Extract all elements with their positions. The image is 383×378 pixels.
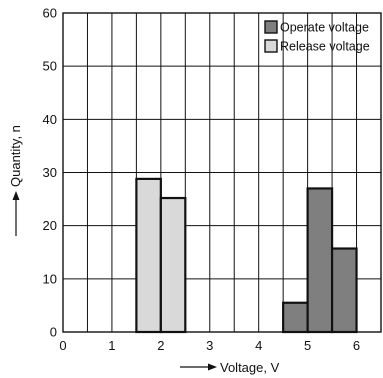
legend-swatch-operate xyxy=(264,20,278,34)
y-axis-arrow-head xyxy=(12,191,20,200)
y-tick-label: 30 xyxy=(43,165,57,180)
y-axis-title-group: Quantity, n xyxy=(8,125,23,236)
y-tick-label: 10 xyxy=(43,271,57,286)
x-tick-label: 0 xyxy=(59,338,66,353)
x-tick-label: 6 xyxy=(353,338,360,353)
y-tick-label: 40 xyxy=(43,112,57,127)
x-axis-title: Voltage, V xyxy=(220,360,280,375)
x-axis-title-group: Voltage, V xyxy=(180,360,280,375)
bar-operate-voltage xyxy=(306,187,334,334)
y-tick-label: 20 xyxy=(43,218,57,233)
bar-operate-voltage xyxy=(330,247,358,334)
x-axis-arrow-head xyxy=(208,363,217,371)
legend: Operate voltage Release voltage xyxy=(264,20,370,54)
legend-label-operate: Operate voltage xyxy=(280,21,369,35)
x-tick-label: 5 xyxy=(304,338,311,353)
y-tick-label: 60 xyxy=(43,6,57,21)
legend-label-release: Release voltage xyxy=(280,40,370,54)
bar-release-voltage xyxy=(159,196,187,334)
x-tick-label: 1 xyxy=(108,338,115,353)
x-tick-label: 3 xyxy=(206,338,213,353)
bar-operate-voltage xyxy=(282,301,309,334)
y-tick-label: 50 xyxy=(43,59,57,74)
x-tick-label: 4 xyxy=(255,338,262,353)
plot-frame xyxy=(62,12,382,333)
legend-swatch-release xyxy=(264,39,278,53)
y-tick-label: 0 xyxy=(50,325,57,340)
bars xyxy=(135,177,358,334)
y-axis-title: Quantity, n xyxy=(8,125,23,187)
bar-release-voltage xyxy=(135,177,162,334)
x-tick-label: 2 xyxy=(157,338,164,353)
